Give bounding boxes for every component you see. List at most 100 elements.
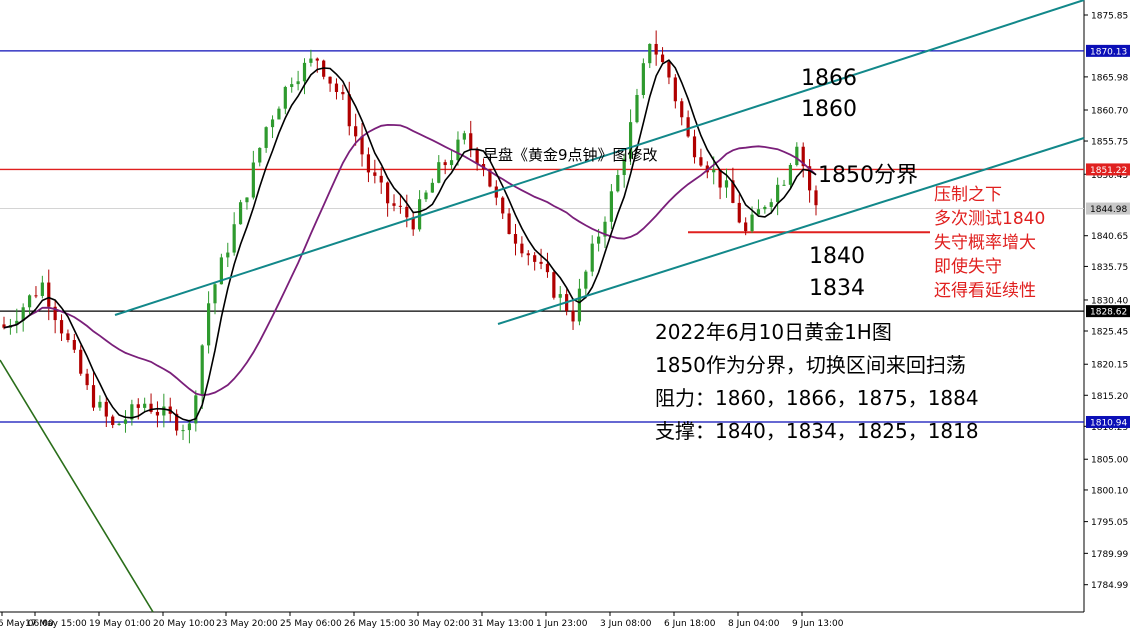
candle-body [21, 307, 25, 321]
red-note: 压制之下 多次测试1840 失守概率增大 即使失守 还得看延续性 [934, 183, 1045, 303]
candle-body [386, 182, 390, 204]
fast-moving-average [3, 59, 817, 422]
candle-body [40, 282, 44, 296]
candle-body [628, 122, 633, 159]
red-note-line-5: 还得看延续性 [934, 281, 1036, 301]
candle-body [680, 101, 684, 118]
candle-body [232, 224, 236, 253]
candle-body [277, 108, 281, 120]
trend-channel [0, 0, 1085, 613]
candle-body [513, 234, 518, 244]
candle-body [801, 146, 805, 167]
candle-body [795, 146, 799, 165]
time-tick-label: 23 May 20:00 [216, 619, 278, 629]
candle-body [449, 160, 454, 166]
time-tick-label: 19 May 01:00 [89, 619, 151, 629]
price-tick-label: 1840.65 [1091, 232, 1128, 242]
candle-body [814, 190, 818, 206]
price-tick-label: 1795.05 [1091, 518, 1128, 528]
candle-body [558, 294, 562, 298]
red-note-line-1: 压制之下 [934, 185, 1002, 205]
candle-body [264, 127, 268, 148]
candle-body [501, 197, 505, 214]
time-tick-label: 8 Jun 04:00 [728, 619, 780, 629]
candle-body [712, 169, 716, 173]
candle-body [616, 175, 620, 192]
candle-body [296, 81, 300, 85]
candle-body [187, 423, 192, 431]
candle-body [654, 43, 658, 55]
price-tick-label: 1830.40 [1091, 296, 1128, 306]
channel-lower-line [497, 137, 1085, 325]
candle-body [597, 236, 601, 244]
price-tag-label: 1870.13 [1090, 47, 1127, 57]
candle-body [571, 310, 575, 322]
candle-body [98, 401, 102, 408]
candle-body [302, 62, 307, 82]
candle-body [673, 77, 677, 102]
candle-body [53, 306, 57, 321]
candle-body [417, 199, 422, 230]
price-tag [1086, 415, 1130, 428]
candle-body [341, 92, 345, 95]
price-tag-label: 1810.94 [1090, 418, 1127, 428]
price-tag-label: 1828.62 [1090, 308, 1127, 318]
candle-body [545, 263, 550, 273]
resistance-1866-label: 1866 [801, 66, 857, 91]
time-tick-label: 20 May 10:00 [153, 619, 215, 629]
price-tick-label: 1860.70 [1091, 106, 1128, 116]
candle-body [648, 43, 652, 64]
candle-body [539, 261, 543, 264]
candle-body [520, 243, 524, 254]
horizontal-levels [0, 50, 1084, 423]
candle-body [469, 133, 473, 150]
candle-body [104, 401, 108, 417]
candle-body [776, 184, 780, 203]
candlesticks [2, 30, 818, 444]
red-note-line-3: 失守概率增大 [934, 233, 1036, 253]
candle-body [162, 406, 166, 416]
candle-body [328, 76, 332, 84]
support-1834-label: 1834 [809, 276, 865, 301]
red-note-line-2: 多次测试1840 [934, 209, 1046, 229]
candle-body [175, 413, 179, 431]
candle-body [526, 253, 530, 256]
channel-upper-line [114, 0, 1085, 316]
candle-body [373, 172, 377, 176]
summary-line-3: 阻力：1860，1866，1875，1884 [655, 386, 979, 410]
candle-body [660, 54, 665, 63]
candle-body [718, 169, 722, 188]
resistance-1860-label: 1860 [801, 97, 857, 122]
candle-body [334, 83, 339, 93]
candle-body [507, 213, 511, 235]
candle-body [15, 320, 19, 326]
candle-body [609, 191, 614, 222]
candle-body [155, 411, 160, 416]
candle-body [692, 136, 697, 158]
price-tick-label: 1865.98 [1091, 73, 1128, 83]
candle-body [315, 58, 319, 61]
candle-body [763, 206, 767, 210]
time-tick-label: 25 May 06:00 [280, 619, 342, 629]
candle-body [430, 182, 434, 193]
price-tick-label: 1820.15 [1091, 361, 1128, 371]
candle-body [808, 166, 812, 191]
time-tick-label: 16 May 06:00 [0, 619, 54, 629]
candle-body [360, 136, 364, 155]
candle-body [130, 404, 134, 420]
red-note-line-4: 即使失守 [934, 257, 1002, 277]
candle-body [622, 158, 626, 176]
candle-body [437, 162, 441, 183]
candle-body [603, 221, 607, 237]
divider-1850-label: 1850分界 [818, 163, 918, 188]
candle-body [91, 385, 96, 408]
candle-body [731, 180, 735, 203]
candle-body [788, 164, 793, 185]
candle-body [750, 214, 754, 232]
time-tick-label: 30 May 02:00 [408, 619, 470, 629]
summary-line-1: 2022年6月10日黄金1H图 [655, 320, 892, 344]
price-tick-label: 1855.75 [1091, 138, 1128, 148]
candle-body [347, 94, 351, 127]
